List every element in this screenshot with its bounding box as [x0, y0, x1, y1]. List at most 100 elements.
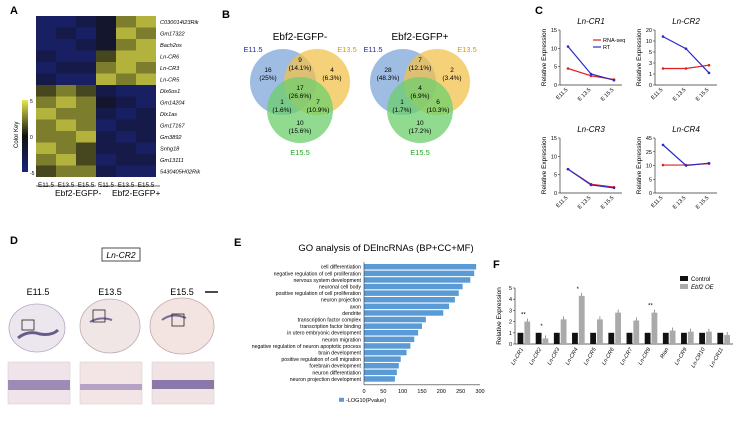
rt-point — [566, 45, 570, 48]
oe-bar — [669, 330, 676, 344]
y-axis-label: Relative Expression — [541, 28, 548, 86]
gene-label: C030014I23Rik — [160, 20, 200, 26]
stage-label: E11.5 — [38, 182, 54, 189]
heatmap-cell — [116, 16, 136, 28]
rt-point — [684, 164, 688, 167]
rnaseq-point — [566, 67, 570, 70]
heatmap-cell — [96, 62, 116, 74]
rnaseq-point — [661, 67, 665, 70]
y-tick-label: 4 — [509, 297, 512, 303]
heatmap-cell — [36, 165, 56, 177]
heatmap-cell — [136, 119, 156, 131]
go-term-label: negative regulation of cell proliferatio… — [274, 271, 361, 277]
venn-circle-e155 — [267, 77, 333, 143]
go-term-label: negative regulation of neuron apoptotic … — [252, 344, 362, 350]
gene-label: Ln-CR3 — [160, 66, 180, 72]
title-box — [101, 247, 141, 262]
y-tick-label: 1 — [509, 331, 512, 337]
heatmap-cell — [136, 16, 156, 28]
heatmap-cell — [116, 131, 136, 143]
heatmap-cell — [96, 39, 116, 51]
inset-e115-band — [8, 380, 70, 390]
venn-region-value: 10 — [416, 120, 424, 127]
go-bar — [364, 336, 415, 343]
gene-label: Ln-CR6 — [160, 55, 180, 61]
rnaseq-point — [707, 63, 711, 67]
x-tick-label: E11.5 — [650, 195, 664, 209]
oe-bar — [633, 320, 640, 344]
legend-control-swatch — [680, 276, 688, 281]
line-chart-title: Ln-CR3 — [577, 125, 605, 134]
go-bar — [364, 297, 455, 303]
go-bar — [364, 303, 450, 310]
go-bar — [364, 264, 477, 270]
y-tick-label: 0 — [649, 83, 652, 89]
color-key-label: Color Key — [14, 122, 20, 148]
y-tick-label: 5 — [649, 177, 652, 183]
heatmap-cell — [136, 142, 156, 154]
inset-box-e155 — [171, 313, 185, 327]
go-bar — [364, 283, 463, 290]
control-bar — [553, 332, 560, 344]
go-bar — [364, 363, 399, 369]
x-tick-label: E 13.5 — [577, 87, 592, 102]
go-term-label: nervous system development — [294, 278, 362, 284]
stage-label: E13.5 — [58, 182, 75, 189]
heatmap-cell — [96, 27, 116, 39]
x-tick-label: 0 — [362, 389, 365, 395]
gene-label: Gm17167 — [160, 124, 185, 130]
venn-set-label: E15.5 — [290, 148, 310, 157]
group-label-plus: Ebf2-EGFP+ — [112, 188, 160, 198]
venn-set-label: E13.5 — [457, 45, 477, 54]
x-tick-label: E11.5 — [555, 87, 569, 101]
heatmap-cell — [116, 85, 136, 97]
x-tick-label: 100 — [398, 389, 407, 395]
heatmap-cell — [116, 73, 136, 85]
venn-region-value: 1 — [280, 99, 284, 106]
venn-region-value: (25%) — [259, 75, 276, 82]
go-term-label: positive regulation of cell proliferatio… — [276, 291, 361, 297]
y-tick-label: 5 — [649, 50, 652, 56]
heatmap-cell — [76, 96, 96, 108]
heatmap-cell — [56, 62, 76, 74]
go-term-label: neuron migration — [322, 337, 361, 343]
heatmap-cell — [136, 73, 156, 85]
y-tick-label: 2 — [509, 320, 512, 326]
heatmap-cell — [116, 142, 136, 154]
go-bar — [364, 290, 459, 296]
heatmap-cell — [116, 165, 136, 177]
significance-marker: ** — [521, 313, 526, 319]
go-term-label: transcription factor complex — [298, 318, 362, 324]
heatmap-cell — [36, 73, 56, 85]
go-term-label: brain development — [318, 351, 361, 357]
heatmap-cell — [96, 16, 116, 28]
heatmap-cell — [96, 119, 116, 131]
x-tick-label: E11.5 — [555, 195, 569, 209]
rt-point — [612, 186, 616, 190]
heatmap-cell — [136, 131, 156, 143]
go-term-label: in utero embryonic development — [287, 331, 361, 337]
go-bar — [364, 376, 395, 382]
venn-region-value: (26.6%) — [289, 93, 312, 100]
heatmap-cell — [76, 27, 96, 39]
heatmap-cell — [76, 165, 96, 177]
legend-rnaseq-label: RNA-seq — [603, 38, 625, 44]
venn-region-value: 9 — [298, 57, 302, 64]
rt-point — [707, 161, 711, 165]
heatmap-cell — [116, 154, 136, 166]
venn-set-label: E13.5 — [337, 45, 357, 54]
legend-oe-swatch — [680, 284, 688, 289]
line-chart-title: Ln-CR1 — [577, 17, 605, 26]
section-e115-stain — [17, 328, 60, 340]
oe-bar — [524, 321, 531, 344]
venn-region-value: 7 — [316, 99, 320, 106]
heatmap-cell — [36, 50, 56, 62]
control-bar — [535, 332, 542, 344]
y-tick-label: 5 — [509, 286, 512, 292]
heatmap-cell — [36, 39, 56, 51]
venn-region-value: 16 — [264, 67, 272, 74]
x-tick-label: 150 — [417, 389, 426, 395]
go-term-label: neuron projection — [321, 298, 361, 304]
